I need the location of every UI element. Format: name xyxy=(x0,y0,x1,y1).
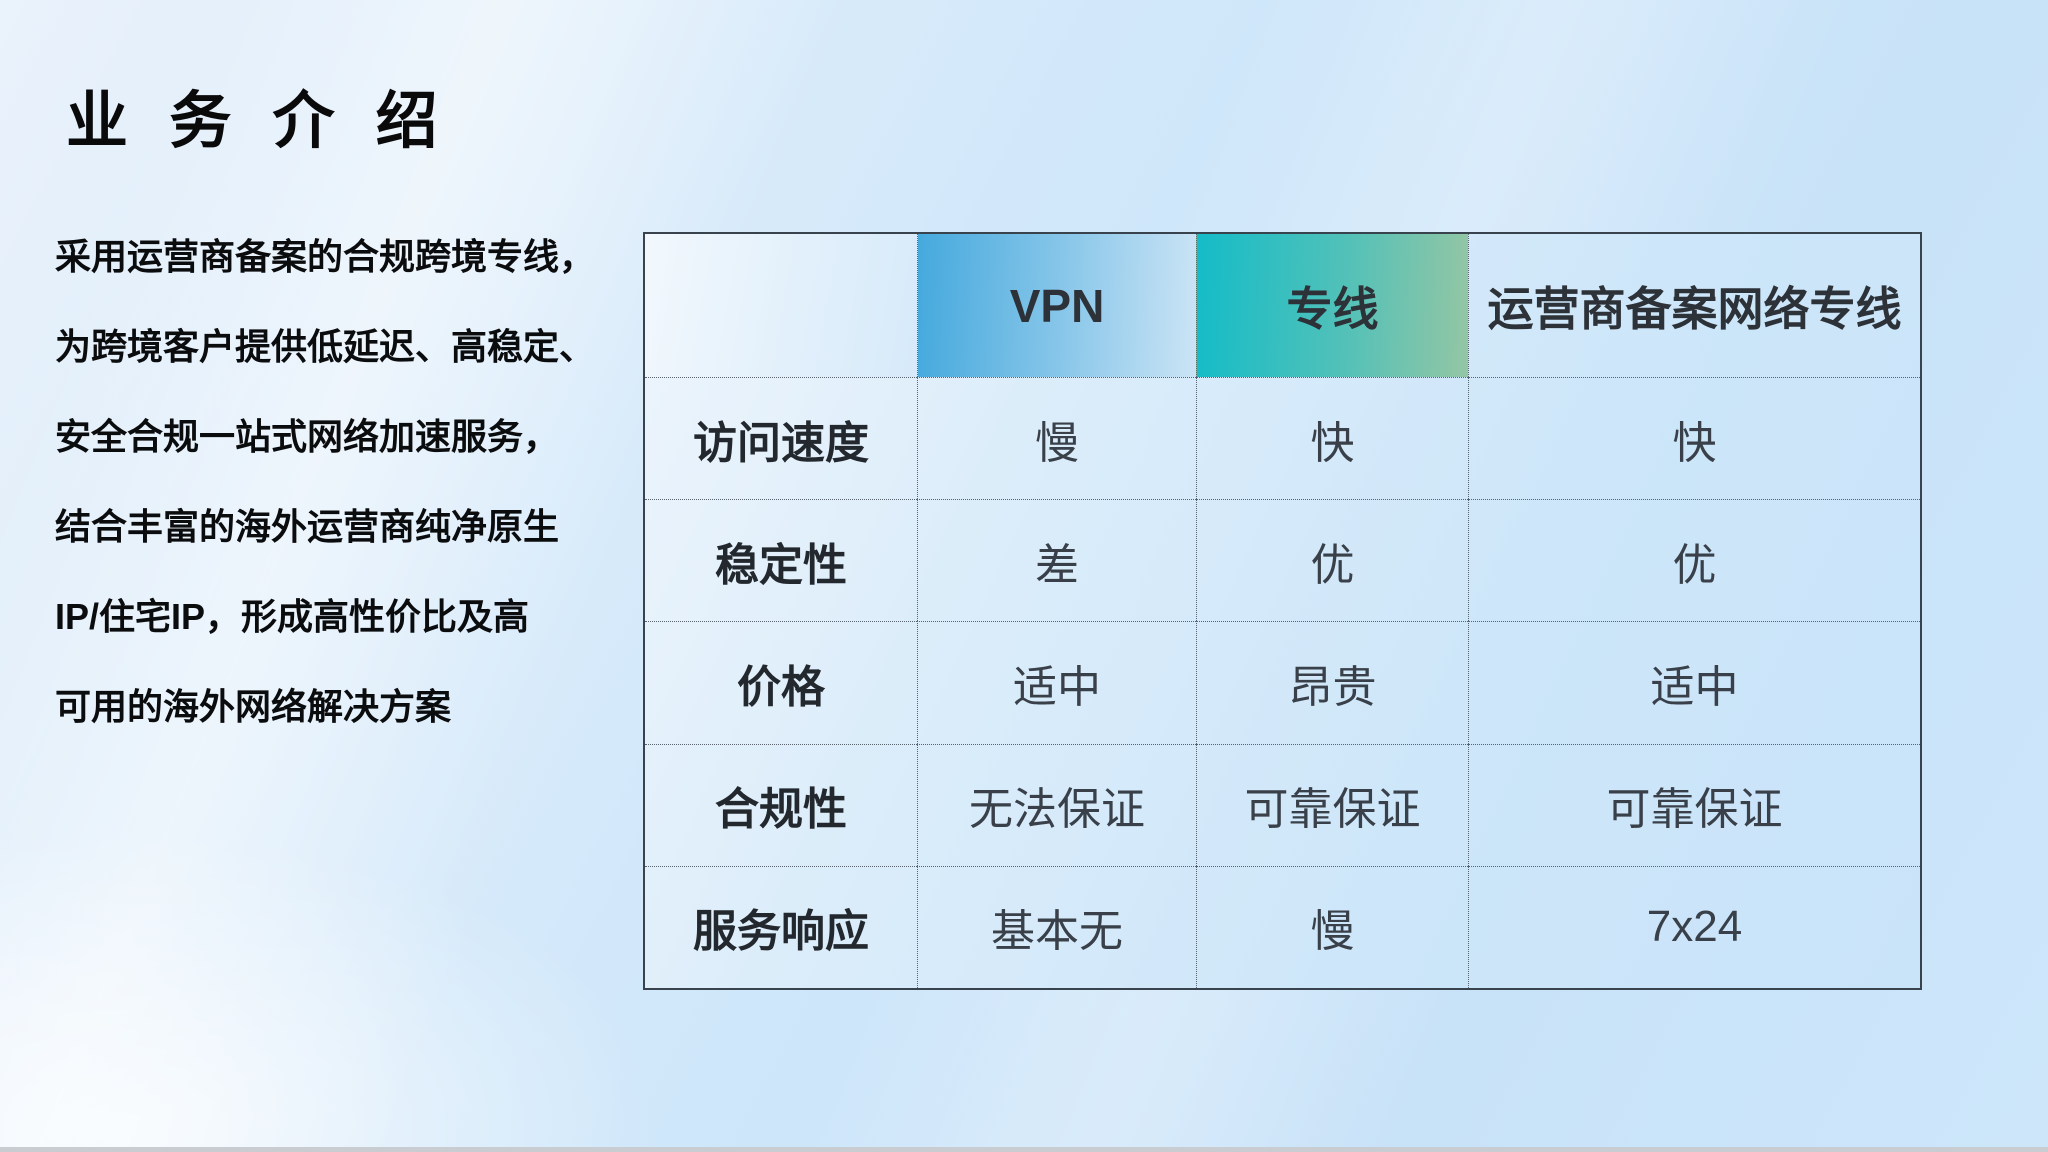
cell-access-speed-carrier: 快 xyxy=(1468,377,1920,500)
intro-line-1: 采用运营商备案的合规跨境专线， xyxy=(55,236,596,277)
cell-stability-vpn: 差 xyxy=(917,499,1196,622)
intro-line-2: 为跨境客户提供低延迟、高稳定、 xyxy=(55,326,596,367)
cell-service-response-vpn: 基本无 xyxy=(917,865,1196,988)
cell-compliance-line: 可靠保证 xyxy=(1196,743,1468,866)
row-label-price: 价格 xyxy=(645,621,917,743)
row-label-access-speed: 访问速度 xyxy=(645,377,917,499)
cell-price-vpn: 适中 xyxy=(917,621,1196,744)
page-title: 业 务 介 绍 xyxy=(66,87,450,156)
row-label-service-response: 服务响应 xyxy=(645,865,917,988)
cell-access-speed-vpn: 慢 xyxy=(917,377,1196,500)
cell-compliance-carrier: 可靠保证 xyxy=(1468,743,1920,866)
table-header-carrier-registered-line: 运营商备案网络专线 xyxy=(1468,234,1920,377)
table-header-blank xyxy=(645,234,917,377)
cell-compliance-vpn: 无法保证 xyxy=(917,743,1196,866)
cell-service-response-line: 慢 xyxy=(1196,865,1468,988)
intro-line-5: IP/住宅IP，形成高性价比及高 xyxy=(55,596,530,637)
intro-paragraph: 采用运营商备案的合规跨境专线， 为跨境客户提供低延迟、高稳定、 安全合规一站式网… xyxy=(55,212,630,752)
comparison-table: VPN 专线 运营商备案网络专线 访问速度 慢 快 快 稳定性 差 优 优 价格… xyxy=(643,232,1922,990)
intro-line-3: 安全合规一站式网络加速服务， xyxy=(55,416,560,457)
cell-stability-line: 优 xyxy=(1196,499,1468,622)
cell-price-line: 昂贵 xyxy=(1196,621,1468,744)
cell-access-speed-line: 快 xyxy=(1196,377,1468,500)
cell-service-response-carrier: 7x24 xyxy=(1468,865,1920,988)
bottom-edge-strip xyxy=(0,1147,2048,1152)
table-header-dedicated-line: 专线 xyxy=(1196,234,1468,377)
cell-price-carrier: 适中 xyxy=(1468,621,1920,744)
row-label-compliance: 合规性 xyxy=(645,743,917,866)
table-header-vpn: VPN xyxy=(917,234,1196,377)
row-label-stability: 稳定性 xyxy=(645,499,917,621)
cell-stability-carrier: 优 xyxy=(1468,499,1920,622)
intro-line-6: 可用的海外网络解决方案 xyxy=(55,686,452,727)
intro-line-4: 结合丰富的海外运营商纯净原生 xyxy=(55,506,560,547)
